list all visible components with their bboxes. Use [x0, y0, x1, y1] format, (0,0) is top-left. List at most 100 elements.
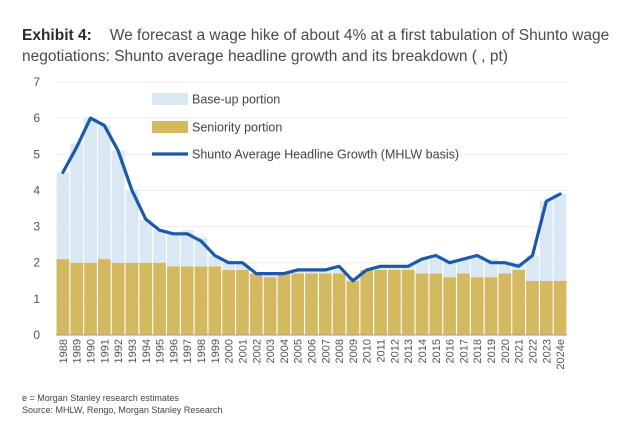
- bar-seniority: [222, 269, 235, 335]
- bar-seniority: [553, 280, 567, 335]
- x-tick-label: 2004: [279, 339, 291, 363]
- bar-base-up: [457, 259, 470, 274]
- x-tick-label: 1995: [155, 339, 167, 363]
- x-tick-label: 2001: [237, 339, 249, 363]
- x-tick-label: 1999: [210, 339, 222, 363]
- y-tick-label: 3: [33, 220, 40, 234]
- x-tick-label: 2005: [293, 339, 305, 363]
- x-tick-label: 2021: [514, 339, 526, 363]
- x-tick-label: 2023: [541, 339, 553, 363]
- bar-seniority: [388, 269, 401, 335]
- bar-seniority: [70, 262, 84, 335]
- bar-seniority: [415, 273, 429, 335]
- exhibit-label: Exhibit 4:: [22, 27, 92, 44]
- x-tick-label: 2020: [500, 339, 512, 363]
- x-tick-label: 1991: [99, 339, 111, 363]
- bar-base-up: [429, 255, 443, 274]
- x-tick-label: 2024e: [555, 339, 567, 370]
- x-tick-label: 2018: [472, 339, 484, 363]
- bar-base-up: [553, 194, 567, 281]
- bar-seniority: [111, 262, 125, 335]
- x-tick-label: 1993: [127, 339, 139, 363]
- x-tick-label: 1988: [58, 339, 70, 363]
- bar-seniority: [194, 266, 208, 335]
- bar-base-up: [139, 219, 153, 263]
- bar-base-up: [208, 255, 222, 267]
- headline-growth-line: [61, 116, 562, 283]
- bar-seniority: [401, 269, 415, 335]
- source-note: Source: MHLW, Rengo, Morgan Stanley Rese…: [22, 405, 223, 415]
- x-tick-label: 2017: [458, 339, 470, 363]
- x-tick-label: 2011: [376, 339, 388, 363]
- bar-base-up: [388, 266, 401, 270]
- y-tick-label: 7: [33, 75, 40, 89]
- bar-base-up: [332, 269, 346, 274]
- bar-seniority: [263, 277, 277, 335]
- bar-seniority: [346, 280, 360, 335]
- bar-seniority: [429, 273, 443, 335]
- bar-base-up: [263, 273, 277, 278]
- x-tick-label: 2013: [403, 339, 415, 363]
- bar-base-up: [111, 150, 125, 263]
- bar-seniority: [97, 259, 111, 335]
- bar-seniority: [526, 280, 539, 335]
- bar-seniority: [457, 273, 470, 335]
- x-tick-label: 2006: [307, 339, 319, 363]
- x-axis: 1988 1989 1990 1991 1992 1993 1994 1995 1996 1997…: [58, 339, 567, 370]
- bar-seniority: [318, 273, 332, 335]
- bar-seniority: [277, 273, 291, 335]
- bar-seniority: [153, 262, 166, 335]
- bar-base-up: [401, 266, 415, 270]
- bar-base-up: [291, 269, 305, 274]
- bar-seniority: [360, 269, 374, 335]
- legend-seniority-label: Seniority portion: [192, 121, 282, 135]
- bar-base-up: [526, 255, 539, 281]
- x-tick-label: 1996: [168, 339, 180, 363]
- bar-base-up: [318, 269, 332, 274]
- bar-seniority: [180, 266, 194, 335]
- bar-base-up: [498, 262, 512, 274]
- bar-seniority: [512, 269, 526, 335]
- bars-group: [56, 118, 567, 335]
- legend-headline-label: Shunto Average Headline Growth (MHLW bas…: [192, 148, 459, 162]
- bar-seniority: [291, 273, 305, 335]
- bar-base-up: [180, 230, 194, 267]
- bar-base-up: [415, 259, 429, 274]
- chart-title: Exhibit 4: We forecast a wage hike of abo…: [22, 25, 622, 67]
- x-tick-label: 2003: [265, 339, 277, 363]
- y-tick-label: 6: [33, 111, 40, 125]
- y-axis: 0 1 2 3 4 5 6 7: [33, 75, 567, 342]
- bar-base-up: [125, 190, 139, 263]
- bar-base-up: [70, 143, 84, 263]
- y-tick-label: 0: [33, 328, 40, 342]
- x-tick-label: 1990: [86, 339, 98, 363]
- bar-base-up: [374, 266, 387, 270]
- bar-seniority: [208, 266, 222, 335]
- x-tick-label: 2008: [334, 339, 346, 363]
- bar-base-up: [443, 262, 456, 278]
- bar-base-up: [539, 201, 553, 281]
- x-tick-label: 2016: [445, 339, 457, 363]
- legend-base-up-swatch: [152, 93, 188, 105]
- bar-seniority: [470, 277, 484, 335]
- x-tick-label: 2022: [527, 339, 539, 363]
- bar-base-up: [56, 172, 70, 260]
- x-tick-label: 2012: [389, 339, 401, 363]
- y-tick-label: 5: [33, 147, 40, 161]
- y-tick-label: 1: [33, 292, 40, 306]
- bar-seniority: [498, 273, 512, 335]
- legend-base-up-label: Base-up portion: [192, 93, 280, 107]
- title-text: We forecast a wage hike of about 4% at a…: [22, 27, 610, 65]
- bar-seniority: [484, 277, 498, 335]
- x-tick-label: 1989: [72, 339, 84, 363]
- bar-base-up: [84, 118, 97, 263]
- x-tick-label: 2019: [486, 339, 498, 363]
- bar-seniority: [125, 262, 139, 335]
- legend: Base-up portion Seniority portion Shunto A…: [152, 93, 459, 162]
- y-tick-label: 2: [33, 256, 40, 270]
- x-tick-label: 2007: [320, 339, 332, 363]
- bar-base-up: [470, 255, 484, 278]
- x-tick-label: 2015: [431, 339, 443, 363]
- bar-base-up: [167, 233, 180, 267]
